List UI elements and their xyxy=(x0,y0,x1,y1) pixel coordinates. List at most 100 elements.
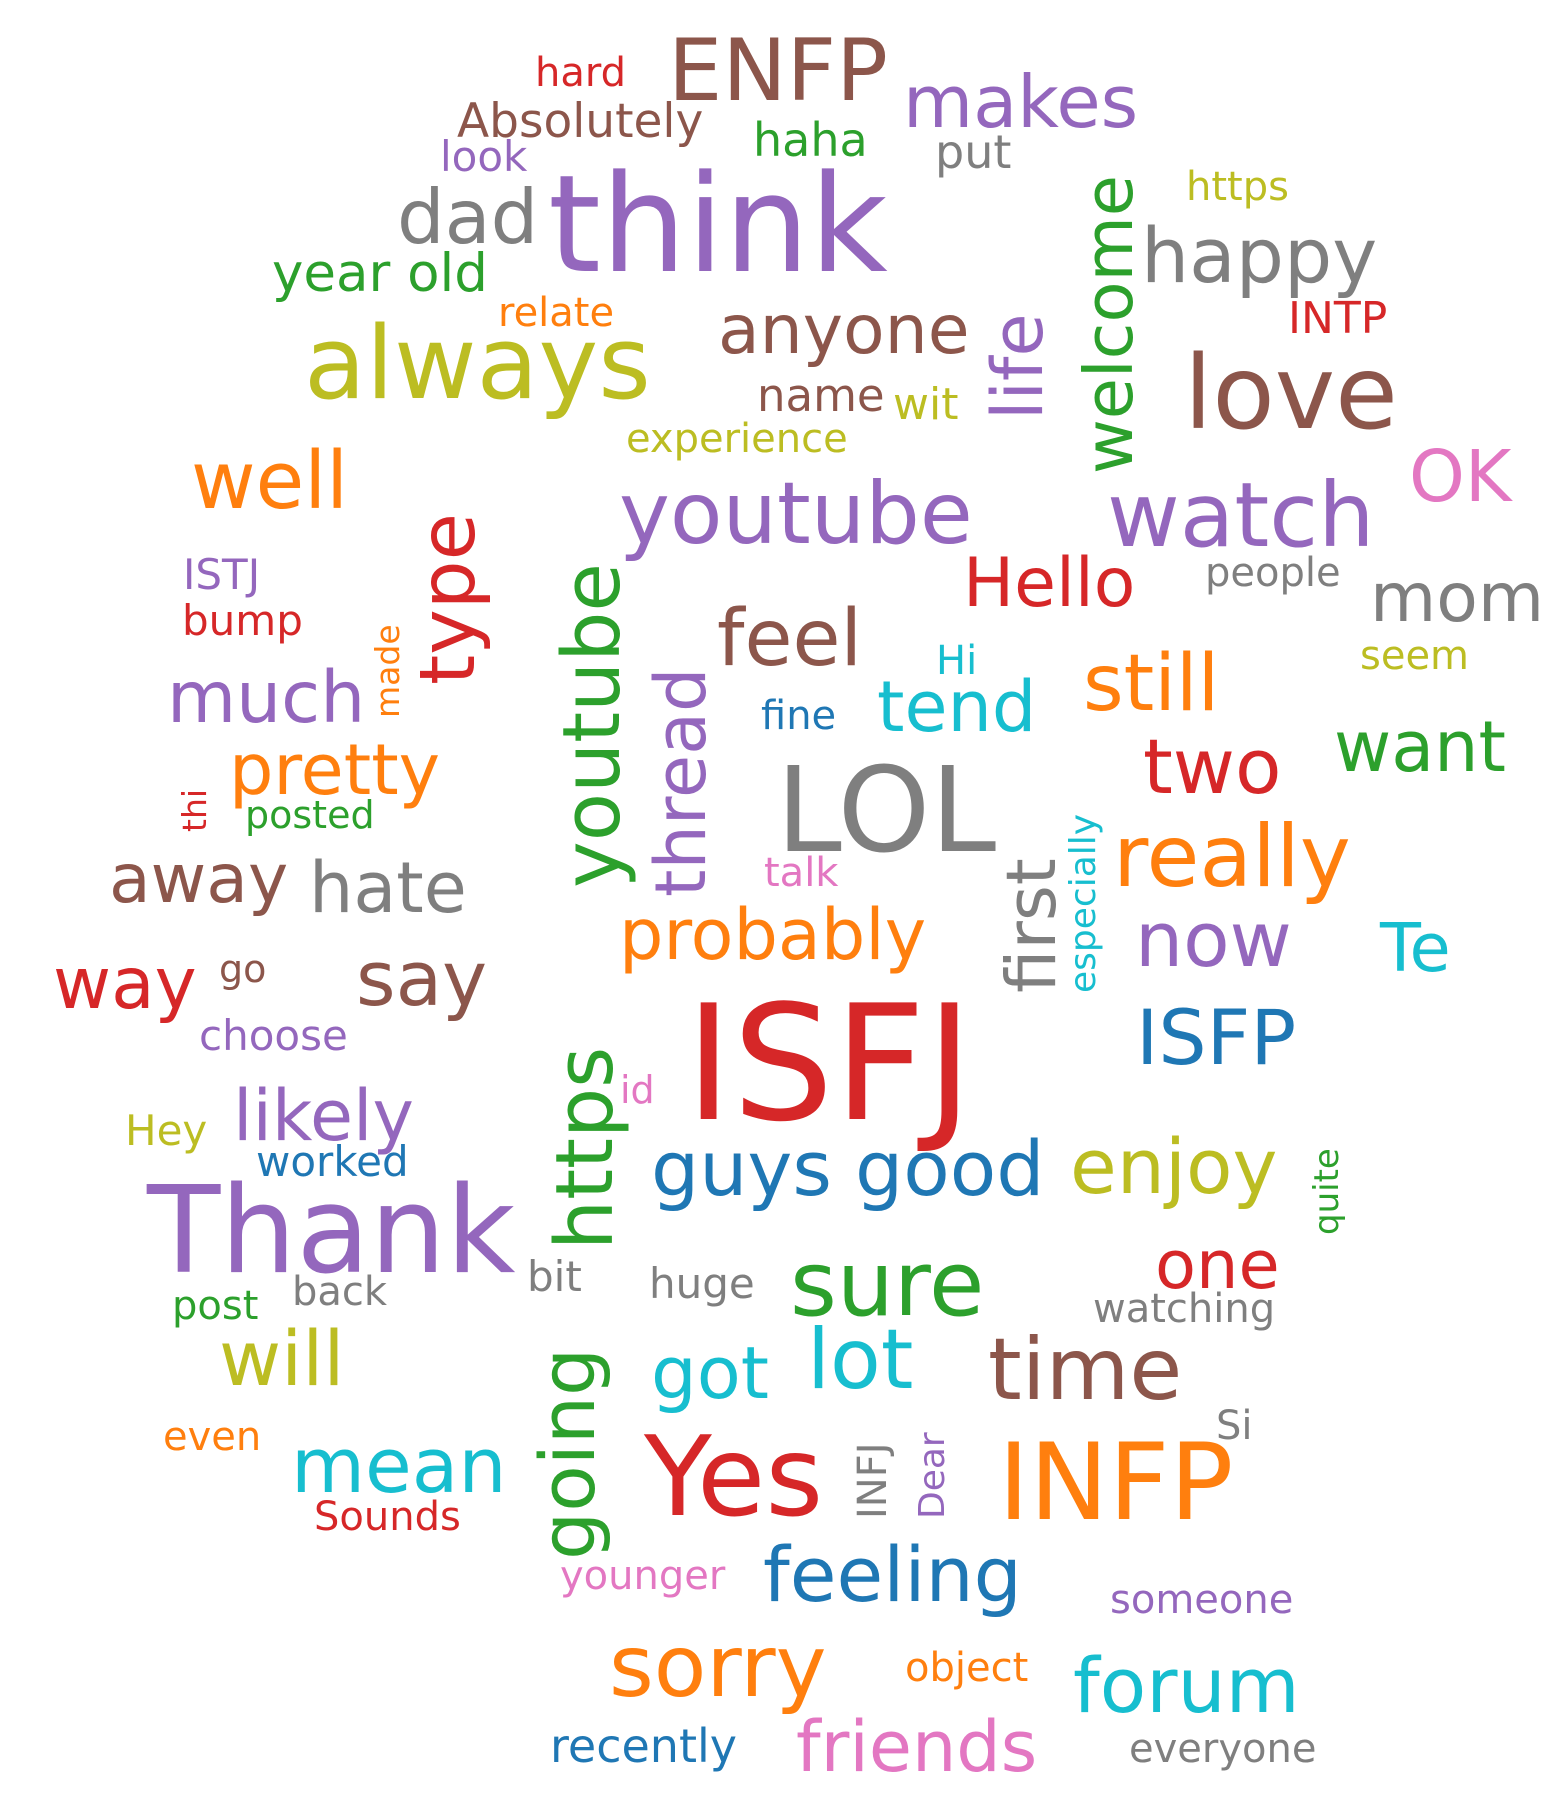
word-feeling: feeling xyxy=(763,1530,1022,1619)
word-enfp: ENFP xyxy=(668,21,888,121)
word-two: two xyxy=(1143,722,1282,811)
word-want: want xyxy=(1334,706,1506,788)
word-yes: Yes xyxy=(644,1413,824,1542)
word-posted: posted xyxy=(245,793,375,837)
word-dad: dad xyxy=(397,173,539,261)
word-will: will xyxy=(219,1314,345,1403)
word-object: object xyxy=(905,1645,1029,1691)
word-always: always xyxy=(304,304,651,422)
word-talk: talk xyxy=(764,850,839,896)
word-lol: LOL xyxy=(776,741,997,879)
word-got: got xyxy=(651,1331,769,1415)
word-pretty: pretty xyxy=(229,729,441,811)
word-well: well xyxy=(191,435,349,527)
word-experience: experience xyxy=(626,416,848,462)
word-https-top: https xyxy=(1186,164,1289,210)
word-people: people xyxy=(1205,550,1341,596)
word-huge: huge xyxy=(649,1259,755,1308)
word-infj: INFJ xyxy=(850,1442,896,1519)
word-friends: friends xyxy=(796,1706,1038,1788)
word-tend: tend xyxy=(877,666,1037,748)
word-love: love xyxy=(1184,334,1398,453)
word-say: say xyxy=(356,934,488,1023)
word-life: life xyxy=(977,313,1059,420)
word-back: back xyxy=(292,1269,388,1315)
word-watch: watch xyxy=(1107,463,1375,567)
word-hi: Hi xyxy=(936,638,978,684)
word-hello: Hello xyxy=(963,544,1136,623)
word-name: name xyxy=(757,369,885,422)
word-look: look xyxy=(440,132,528,181)
word-type: type xyxy=(404,512,493,685)
word-makes: makes xyxy=(903,60,1139,144)
word-haha: haha xyxy=(753,113,868,167)
word-https-vertical: https xyxy=(539,1046,631,1250)
word-isfp: ISFP xyxy=(1136,993,1297,1082)
word-recently: recently xyxy=(550,1719,737,1773)
word-put: put xyxy=(935,125,1012,179)
word-away: away xyxy=(109,840,289,919)
word-bit: bit xyxy=(527,1252,582,1301)
word-relate: relate xyxy=(498,290,615,336)
word-much: much xyxy=(167,656,366,739)
word-now: now xyxy=(1135,895,1292,984)
word-year-old: year old xyxy=(272,243,488,304)
word-fine: fine xyxy=(761,693,837,739)
word-feel: feel xyxy=(717,594,863,684)
word-hard: hard xyxy=(535,50,626,96)
word-good: good xyxy=(855,1124,1045,1213)
word-worked: worked xyxy=(256,1137,409,1186)
word-hey: Hey xyxy=(125,1106,208,1155)
word-going: going xyxy=(523,1347,612,1560)
word-mean: mean xyxy=(291,1421,507,1510)
word-way: way xyxy=(53,942,197,1025)
word-likely: likely xyxy=(233,1075,414,1157)
word-thank: Thank xyxy=(147,1162,516,1301)
word-go: go xyxy=(219,947,267,991)
word-seem: seem xyxy=(1360,633,1470,679)
word-someone: someone xyxy=(1110,1577,1294,1623)
word-enjoy: enjoy xyxy=(1070,1122,1278,1211)
word-thi: thi xyxy=(175,788,214,832)
word-lot: lot xyxy=(807,1311,914,1408)
word-mom: mom xyxy=(1370,559,1545,638)
word-youtube-vertical: youtube xyxy=(546,563,638,888)
word-ok: OK xyxy=(1409,435,1512,518)
word-first: first xyxy=(992,858,1072,993)
word-still: still xyxy=(1083,639,1220,729)
word-welcome: welcome xyxy=(1070,175,1148,474)
word-anyone: anyone xyxy=(718,291,970,370)
word-one: one xyxy=(1155,1226,1280,1304)
word-hate: hate xyxy=(309,847,467,929)
word-really: really xyxy=(1113,807,1351,907)
word-istj: ISTJ xyxy=(183,550,261,599)
word-choose: choose xyxy=(199,1011,348,1060)
word-sounds: Sounds xyxy=(314,1494,461,1540)
word-intp: INTP xyxy=(1288,293,1388,344)
word-thread: thread xyxy=(640,667,722,897)
word-si: Si xyxy=(1216,1403,1253,1449)
word-probably: probably xyxy=(619,894,927,976)
word-think: think xyxy=(548,146,888,303)
word-everyone: everyone xyxy=(1129,1726,1317,1772)
word-id: id xyxy=(620,1068,655,1112)
word-time: time xyxy=(988,1320,1183,1420)
word-wit: wit xyxy=(893,379,959,430)
word-forum: forum xyxy=(1073,1641,1300,1730)
word-even: even xyxy=(163,1414,262,1460)
word-bump: bump xyxy=(182,596,303,645)
word-quite: quite xyxy=(1307,1148,1347,1235)
word-dear: Dear xyxy=(912,1432,953,1519)
word-isfj: ISFJ xyxy=(685,970,973,1157)
word-infp: INFP xyxy=(998,1421,1234,1544)
word-post: post xyxy=(172,1283,259,1329)
word-sure: sure xyxy=(790,1232,985,1337)
word-youtube-horizontal: youtube xyxy=(619,464,973,564)
word-watching: watching xyxy=(1093,1286,1276,1332)
word-younger: younger xyxy=(560,1553,726,1599)
word-te: Te xyxy=(1380,909,1451,987)
word-guys: guys xyxy=(651,1124,832,1213)
word-made: made xyxy=(368,624,407,718)
word-sorry: sorry xyxy=(609,1617,827,1717)
